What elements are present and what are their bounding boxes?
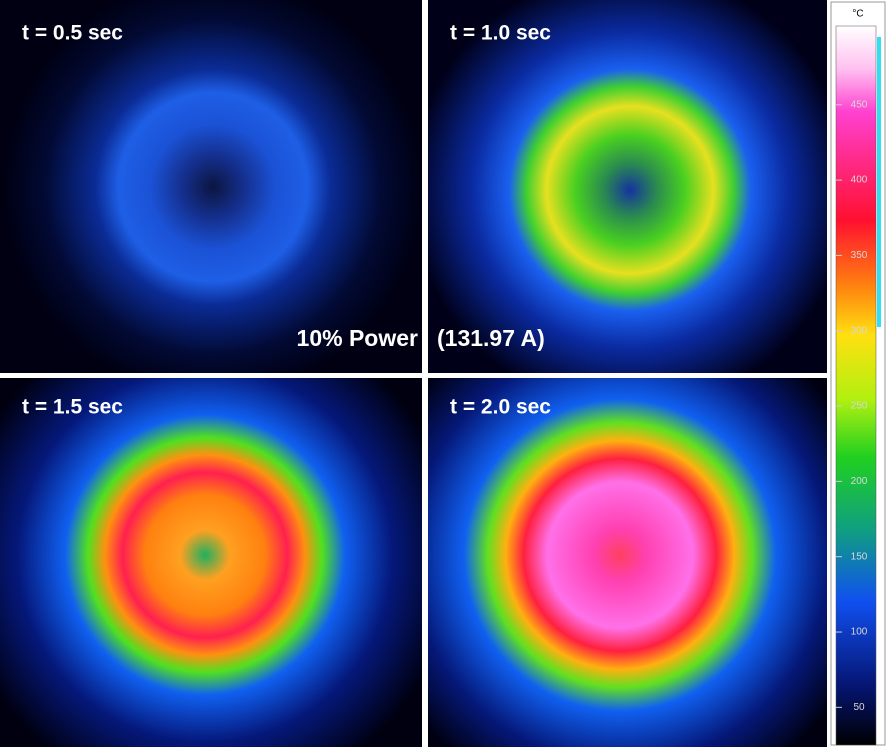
panel-image [428, 0, 827, 373]
panel-label: t = 2.0 sec [450, 396, 551, 419]
tick-label: 200 [851, 476, 868, 487]
tick-label: 450 [851, 99, 868, 110]
panel-image [0, 378, 422, 747]
colorbar-marker [877, 37, 881, 327]
panel-label: t = 0.5 sec [22, 22, 123, 45]
panel-label: t = 1.5 sec [22, 396, 123, 419]
caption-right: (131.97 A) [437, 325, 545, 351]
tick-label: 350 [851, 250, 868, 261]
tick-label: 150 [851, 551, 868, 562]
panel-image [428, 378, 827, 747]
tick-label: 100 [851, 627, 868, 638]
thermal-figure: t = 0.5 sec t = 1.0 sec t = 1.5 sec t = … [0, 0, 887, 747]
tick-label: 250 [851, 401, 868, 412]
panel-image [0, 0, 422, 373]
colorbar-unit: °C [852, 9, 863, 20]
tick-label: 50 [853, 702, 865, 713]
caption-left: 10% Power [297, 325, 418, 351]
tick-label: 400 [851, 175, 868, 186]
tick-label: 300 [851, 325, 868, 336]
panel-label: t = 1.0 sec [450, 22, 551, 45]
